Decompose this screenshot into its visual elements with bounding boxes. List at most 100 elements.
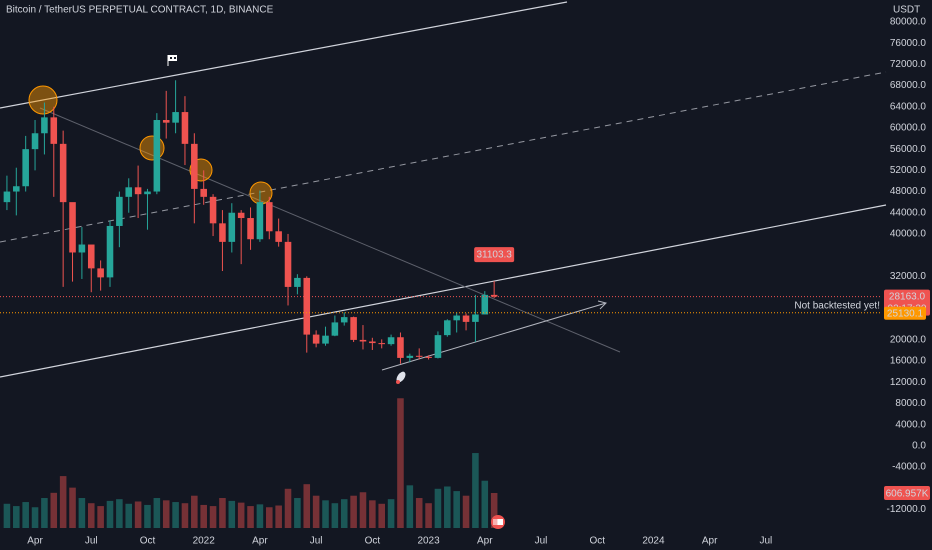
volume-bar (219, 498, 226, 528)
volume-bar (162, 500, 170, 528)
candle-body (144, 191, 151, 195)
candle-body (97, 268, 104, 278)
candle-body (350, 317, 357, 340)
axis-unit: USDT (893, 5, 920, 16)
volume-bar (50, 492, 58, 528)
volume-bar (181, 503, 189, 528)
flag-badge (491, 515, 505, 529)
high-box (474, 247, 515, 263)
y-tick-label: 0.0 (912, 441, 926, 452)
volume-bar (359, 492, 367, 528)
candle-body (481, 294, 489, 315)
y-tick-label: 44000.0 (890, 207, 927, 218)
candle-body (387, 337, 395, 345)
y-tick-label: 64000.0 (890, 101, 927, 112)
volume-bar (294, 498, 301, 528)
candle-body (172, 112, 179, 123)
y-tick-label: 56000.0 (890, 144, 927, 155)
plot (3, 80, 498, 528)
candle-body (200, 188, 207, 197)
channel-mid (0, 71, 887, 243)
candle-body (294, 277, 301, 287)
volume-bar (397, 398, 404, 528)
volume-bar (453, 491, 460, 528)
level-label: 25130.1 (887, 308, 924, 319)
x-tick-label: Apr (252, 536, 268, 547)
volume-bar (13, 506, 20, 528)
y-tick-label: 32000.0 (890, 271, 927, 282)
volume-bar (462, 495, 470, 528)
volume-bar (340, 499, 348, 528)
volume-bar (59, 476, 67, 528)
x-tick-label: 2024 (642, 536, 665, 547)
volume-bar (350, 495, 357, 528)
y-tick-label: -4000.0 (892, 462, 926, 473)
x-tick-label: Apr (477, 536, 493, 547)
volume-bar (256, 504, 264, 528)
volume-bar (303, 484, 311, 528)
x-tick-label: Oct (589, 536, 605, 547)
volume-bar (312, 495, 320, 528)
volume-bar (144, 504, 151, 528)
y-tick-label: 12000.0 (890, 377, 927, 388)
volume-bar (481, 480, 489, 528)
y-tick-label: -12000.0 (887, 504, 927, 515)
volume-bar (266, 507, 273, 528)
volume-bar (78, 498, 86, 528)
flag-icon (167, 55, 177, 66)
volume-bar (275, 505, 282, 528)
volume-box (884, 486, 930, 501)
candle-body (181, 112, 189, 144)
y-tick-label: 76000.0 (890, 38, 927, 49)
channel-lower (0, 204, 887, 378)
candle-body (369, 341, 376, 344)
candle-body (434, 335, 442, 358)
candle-body (125, 187, 133, 197)
highlight-circle (249, 181, 273, 205)
trend-line (39, 107, 621, 353)
volume-bar (22, 502, 29, 528)
x-tick-label: Jul (85, 536, 98, 547)
volume-bar (106, 500, 114, 528)
candle-body (397, 337, 404, 358)
volume-bar (331, 503, 339, 528)
candle-body (116, 196, 123, 226)
candle-body (453, 315, 460, 321)
candle-body (22, 149, 29, 187)
candle-body (69, 202, 76, 253)
candle-body (50, 117, 58, 144)
candle-body (322, 335, 329, 344)
y-tick-label: 68000.0 (890, 80, 927, 91)
volume-bar (415, 498, 423, 528)
candle-body (340, 317, 348, 323)
rocket-icon (396, 371, 406, 384)
volume-bar (472, 453, 479, 528)
chart-title: Bitcoin / TetherUS PERPETUAL CONTRACT, 1… (6, 5, 274, 16)
volume-bar (69, 487, 76, 528)
volume-label: 606.957K (886, 489, 929, 500)
candle-body (284, 241, 292, 287)
volume-bar (172, 502, 179, 528)
candle-body (331, 322, 339, 336)
candle-body (247, 218, 254, 240)
candle-body (31, 133, 39, 150)
candle-body (266, 202, 273, 232)
x-tick-label: Oct (365, 536, 381, 547)
volume-bar (87, 503, 95, 528)
volume-bar (369, 500, 376, 528)
candle-body (237, 212, 245, 219)
volume-bar (116, 499, 123, 528)
candle-body (406, 355, 414, 358)
candle-body (444, 320, 451, 336)
y-tick-label: 80000.0 (890, 17, 927, 28)
x-tick-label: Apr (702, 536, 718, 547)
x-tick-label: 2022 (193, 536, 216, 547)
candle-body (490, 294, 498, 297)
volume-bar (425, 503, 432, 528)
candle-body (41, 117, 48, 134)
y-tick-label: 4000.0 (895, 419, 926, 430)
volume-bar (200, 504, 207, 528)
candle-body (425, 356, 432, 358)
volume-bar (444, 486, 451, 528)
